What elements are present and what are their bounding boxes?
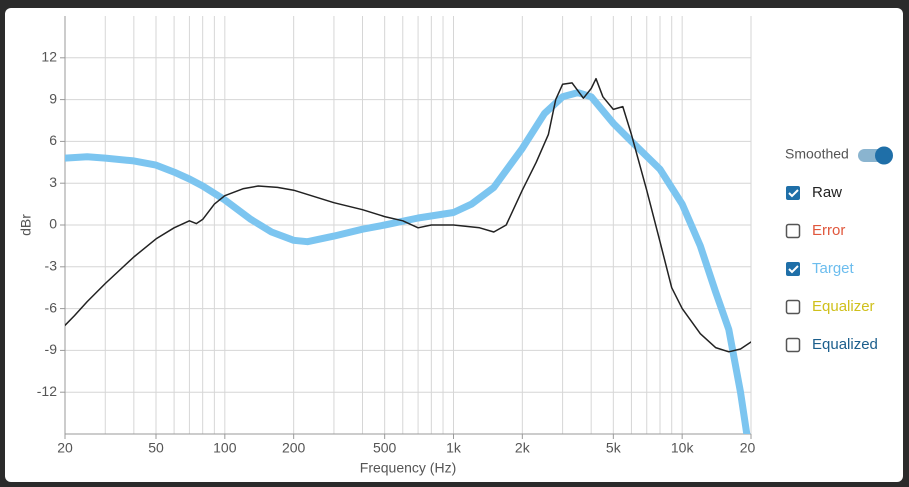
checkbox[interactable] bbox=[785, 223, 801, 239]
grid: -12 -9 -6 -3 0 3 6 9 12 bbox=[37, 16, 752, 439]
y-tick-label: 3 bbox=[49, 174, 57, 190]
toggle-knob[interactable] bbox=[875, 146, 893, 165]
x-tick-label: 5k bbox=[606, 440, 622, 456]
checkmark bbox=[788, 189, 799, 198]
checkbox[interactable] bbox=[786, 262, 800, 276]
x-tick-label: 20 bbox=[57, 440, 73, 456]
x-tick-label: 500 bbox=[373, 440, 397, 456]
y-tick-label: -3 bbox=[45, 258, 58, 274]
y-tick-label: 12 bbox=[41, 49, 57, 65]
y-tick-label: -6 bbox=[45, 299, 58, 315]
y-tick-label: 0 bbox=[49, 216, 57, 232]
checkbox[interactable] bbox=[785, 299, 801, 315]
y-axis-label: dBr bbox=[18, 214, 34, 236]
controls: Smoothed Raw Error Target Equalizer Equalized bbox=[785, 146, 893, 353]
x-tick-label: 50 bbox=[148, 440, 164, 456]
x-tick-label: 1k bbox=[446, 440, 462, 456]
checkbox[interactable] bbox=[786, 186, 800, 200]
series-line bbox=[65, 89, 751, 434]
checkmark bbox=[788, 265, 799, 274]
x-tick-label: 20k bbox=[740, 440, 764, 456]
x-tick-label: 100 bbox=[213, 440, 237, 456]
x-tick-label: 10k bbox=[671, 440, 695, 456]
checkbox-label[interactable]: Raw bbox=[812, 184, 842, 201]
checkbox[interactable] bbox=[785, 337, 801, 353]
x-tick-label: 200 bbox=[282, 440, 306, 456]
series-line bbox=[65, 77, 751, 353]
x-axis: 20 50 100 200 500 1k 2k 5k 10k 20k bbox=[57, 440, 764, 456]
checkbox-label[interactable]: Equalizer bbox=[812, 298, 875, 315]
checkbox-label[interactable]: Target bbox=[812, 260, 855, 277]
checkbox-label[interactable]: Error bbox=[812, 222, 845, 239]
x-tick-label: 2k bbox=[515, 440, 531, 456]
y-tick-label: -9 bbox=[45, 341, 58, 357]
y-tick-label: -12 bbox=[37, 383, 57, 399]
plot bbox=[65, 77, 751, 434]
toggle-label: Smoothed bbox=[785, 146, 849, 162]
y-tick-label: 9 bbox=[49, 90, 57, 106]
x-axis-label: Frequency (Hz) bbox=[360, 460, 456, 476]
panel bbox=[5, 8, 903, 482]
y-tick-label: 6 bbox=[49, 132, 57, 148]
checkbox-label[interactable]: Equalized bbox=[812, 336, 878, 353]
